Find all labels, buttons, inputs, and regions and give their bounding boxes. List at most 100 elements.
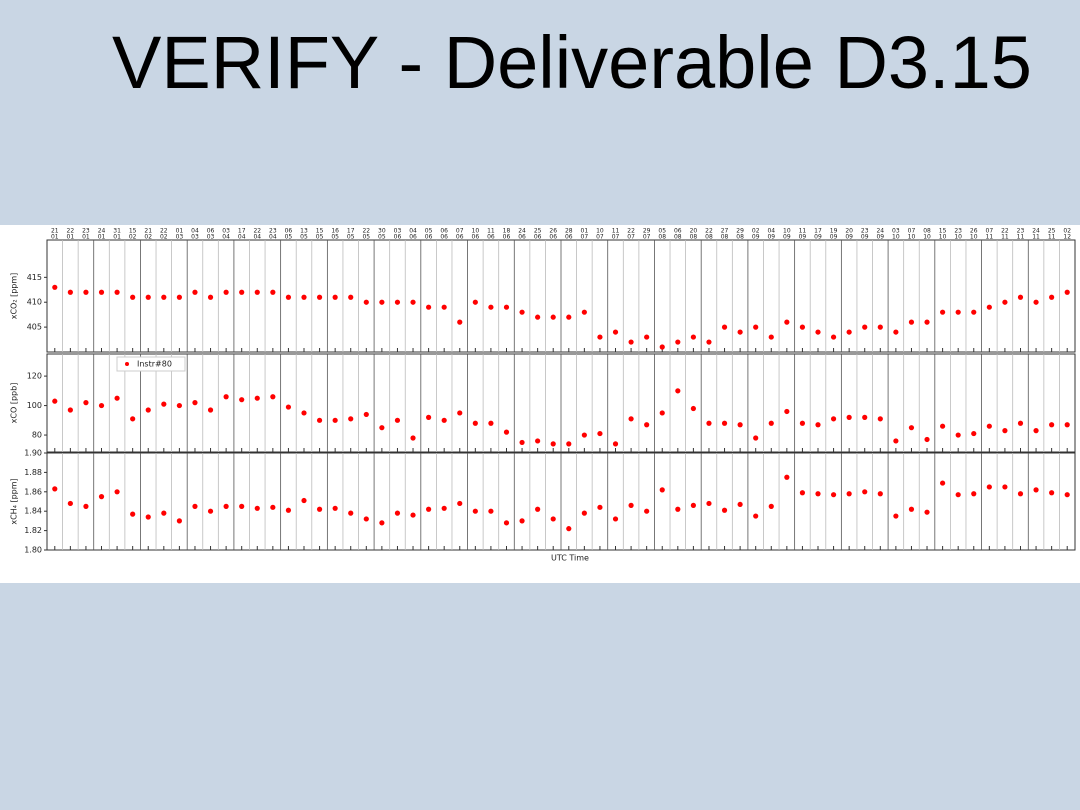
data-point xyxy=(114,289,120,295)
data-point xyxy=(1049,490,1055,496)
data-point xyxy=(332,294,338,300)
data-point xyxy=(628,502,634,508)
x-tick-label: 24 xyxy=(876,228,884,235)
data-point xyxy=(394,417,401,423)
data-point xyxy=(721,507,728,513)
data-point xyxy=(223,289,229,295)
data-point xyxy=(1002,299,1008,305)
x-tick-label: 22 xyxy=(705,228,713,235)
x-tick-label: 07 xyxy=(581,234,589,241)
data-point xyxy=(426,414,432,420)
x-tick-label: 20 xyxy=(845,228,853,235)
data-point xyxy=(98,402,105,409)
x-tick-label: 03 xyxy=(394,228,402,235)
x-tick-label: 05 xyxy=(362,234,370,241)
data-point xyxy=(1002,484,1008,490)
y-tick-label: 80 xyxy=(32,431,42,440)
data-point xyxy=(706,500,712,507)
x-tick-label: 09 xyxy=(783,234,791,241)
x-tick-label: 03 xyxy=(892,228,900,235)
x-tick-label: 06 xyxy=(425,234,433,241)
data-point xyxy=(441,505,447,511)
y-tick-label: 405 xyxy=(27,323,42,332)
data-point xyxy=(675,388,681,394)
x-tick-label: 10 xyxy=(472,228,480,235)
data-point xyxy=(706,420,712,426)
data-point xyxy=(753,324,759,330)
x-tick-label: 21 xyxy=(144,228,152,235)
data-point xyxy=(285,507,292,513)
x-tick-label: 22 xyxy=(160,228,168,235)
x-tick-label: 02 xyxy=(752,228,760,235)
data-point xyxy=(457,319,463,325)
data-point xyxy=(52,486,58,492)
data-point xyxy=(986,423,992,429)
x-tick-label: 06 xyxy=(409,234,417,241)
data-point xyxy=(644,422,650,428)
x-tick-label: 23 xyxy=(269,228,277,235)
x-tick-label: 06 xyxy=(518,234,526,241)
data-point xyxy=(410,435,416,441)
x-tick-label: 11 xyxy=(799,228,807,235)
slide-title: VERIFY - Deliverable D3.15 xyxy=(112,21,1032,104)
data-point xyxy=(472,299,478,305)
data-point xyxy=(1017,491,1024,497)
data-point xyxy=(784,474,790,480)
x-tick-label: 02 xyxy=(160,234,168,241)
x-tick-label: 01 xyxy=(67,234,75,241)
x-tick-label: 09 xyxy=(845,234,853,241)
data-point xyxy=(254,289,260,295)
x-tick-label: 18 xyxy=(503,228,511,235)
x-tick-label: 06 xyxy=(472,234,480,241)
x-tick-label: 09 xyxy=(861,234,869,241)
data-point xyxy=(690,405,696,412)
x-tick-label: 15 xyxy=(939,228,947,235)
data-point xyxy=(410,299,416,305)
data-point xyxy=(285,294,292,300)
data-point xyxy=(737,329,743,335)
x-tick-label: 11 xyxy=(612,228,620,235)
data-point xyxy=(955,492,961,498)
data-point xyxy=(301,294,307,300)
x-tick-label: 09 xyxy=(799,234,807,241)
y-axis-label: xCO [ppb] xyxy=(10,383,19,424)
data-point xyxy=(737,501,743,508)
data-point xyxy=(1049,294,1055,300)
data-point xyxy=(457,500,463,507)
x-tick-label: 06 xyxy=(565,234,573,241)
data-point xyxy=(597,430,603,437)
data-point xyxy=(192,503,198,509)
data-point xyxy=(114,489,120,495)
data-point xyxy=(270,289,276,295)
data-point xyxy=(145,407,151,413)
x-tick-label: 07 xyxy=(612,234,620,241)
legend-box xyxy=(116,356,186,372)
data-point xyxy=(566,526,572,532)
y-tick-label: 410 xyxy=(27,298,42,307)
x-tick-label: 09 xyxy=(830,234,838,241)
x-tick-label: 20 xyxy=(690,228,698,235)
data-point xyxy=(550,314,556,320)
y-tick-label: 120 xyxy=(27,372,42,381)
x-tick-label: 31 xyxy=(113,228,121,235)
x-tick-label: 02 xyxy=(129,234,137,241)
data-point xyxy=(161,294,167,300)
chart: UTC Time 2101220123012401310115022102220… xyxy=(0,225,1080,583)
data-point xyxy=(52,284,58,290)
x-tick-label: 02 xyxy=(1063,228,1071,235)
data-point xyxy=(176,294,182,300)
x-tick-label: 05 xyxy=(658,228,666,235)
data-point xyxy=(612,516,619,522)
data-point xyxy=(207,294,214,300)
data-point xyxy=(332,505,338,511)
data-point xyxy=(940,423,946,429)
data-point xyxy=(239,397,245,403)
x-tick-label: 08 xyxy=(690,234,698,241)
x-tick-label: 06 xyxy=(503,234,511,241)
x-tick-label: 11 xyxy=(1017,234,1025,241)
data-point xyxy=(130,294,136,300)
x-tick-label: 05 xyxy=(331,234,339,241)
x-tick-label: 01 xyxy=(82,234,90,241)
data-point xyxy=(846,491,852,497)
data-point xyxy=(503,520,510,526)
